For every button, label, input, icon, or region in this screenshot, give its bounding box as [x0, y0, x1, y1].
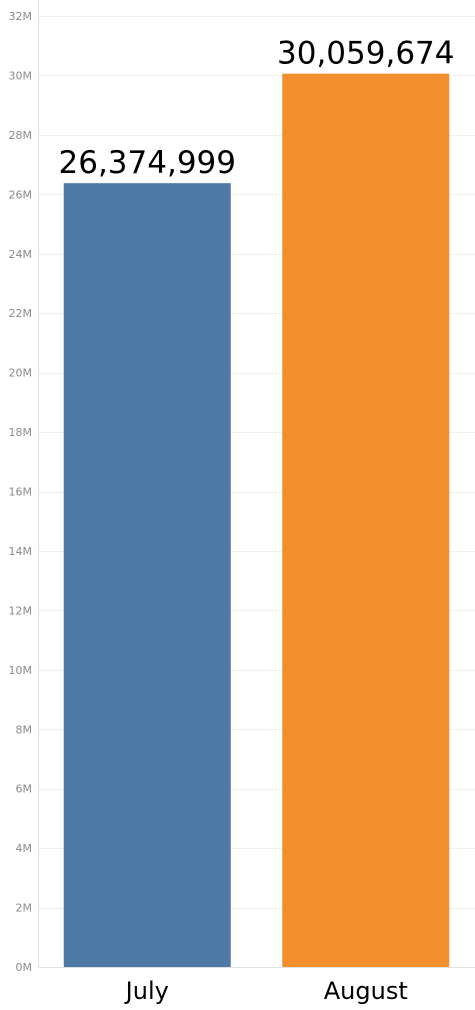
- y-tick-label: 22M: [9, 307, 33, 320]
- y-tick-label: 12M: [9, 604, 33, 617]
- y-tick-label: 24M: [9, 248, 33, 261]
- y-tick-label: 32M: [9, 10, 33, 23]
- bars: [63, 73, 450, 968]
- y-tick-label: 20M: [9, 367, 33, 380]
- x-axis-categories: July August: [124, 977, 408, 1005]
- y-tick-label: 2M: [16, 902, 33, 915]
- y-tick-label: 6M: [16, 783, 33, 796]
- y-tick-label: 0M: [16, 961, 33, 974]
- data-label-august: 30,059,674: [277, 36, 455, 72]
- y-tick-label: 28M: [9, 129, 33, 142]
- y-tick-label: 10M: [9, 664, 33, 677]
- y-tick-label: 26M: [9, 188, 33, 201]
- y-tick-label: 8M: [16, 723, 33, 736]
- category-label-august: August: [324, 977, 408, 1005]
- y-tick-label: 18M: [9, 426, 33, 439]
- y-tick-label: 30M: [9, 69, 33, 82]
- y-tick-label: 4M: [16, 842, 33, 855]
- bar-july[interactable]: [63, 183, 231, 968]
- bar-august[interactable]: [282, 73, 450, 967]
- y-axis-ticks: 0M 2M 4M 6M 8M 10M 12M 14M 16M 18M 20M 22M 24M 26M 28M…: [9, 10, 33, 974]
- y-tick-label: 14M: [9, 545, 33, 558]
- data-labels: 26,374,999 30,059,674: [59, 36, 455, 182]
- data-label-july: 26,374,999: [59, 145, 237, 181]
- category-label-july: July: [124, 977, 169, 1005]
- y-tick-label: 16M: [9, 486, 33, 499]
